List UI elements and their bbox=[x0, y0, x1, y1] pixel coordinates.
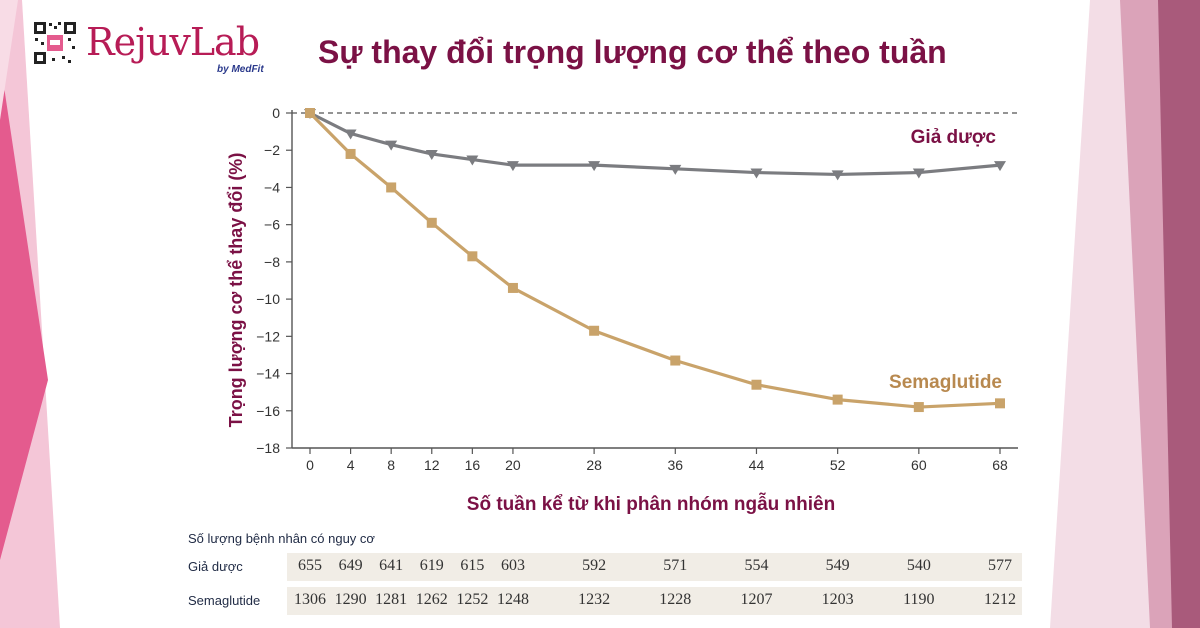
placebo-point bbox=[588, 161, 601, 172]
x-tick-label: 12 bbox=[424, 457, 440, 473]
semaglutide-point bbox=[426, 217, 437, 228]
brand-name: RejuvLab bbox=[86, 20, 260, 64]
risk-cell: 1252 bbox=[456, 591, 489, 608]
risk-cell: 1228 bbox=[659, 591, 692, 608]
placebo-point bbox=[669, 164, 682, 175]
y-tick-label: −12 bbox=[256, 328, 280, 344]
x-tick-label: 28 bbox=[586, 457, 602, 473]
x-tick-label: 36 bbox=[668, 457, 684, 473]
x-tick-label: 68 bbox=[992, 457, 1008, 473]
risk-cell: 641 bbox=[379, 557, 404, 574]
risk-cell: 1306 bbox=[294, 591, 326, 608]
semaglutide-point bbox=[345, 148, 356, 159]
risk-cell: 1290 bbox=[334, 591, 367, 608]
risk-cell: 571 bbox=[663, 557, 688, 574]
risk-cell: 554 bbox=[744, 557, 769, 574]
qr-code-icon bbox=[32, 20, 78, 66]
risk-cell: 619 bbox=[419, 557, 444, 574]
semaglutide-point bbox=[832, 394, 843, 405]
x-tick-label: 20 bbox=[505, 457, 521, 473]
risk-row-label: Semaglutide bbox=[188, 593, 261, 608]
risk-cell: 540 bbox=[906, 557, 931, 574]
series-label-0: Giả dược bbox=[911, 127, 997, 148]
y-tick-label: −4 bbox=[264, 179, 280, 195]
risk-cell: 649 bbox=[338, 557, 363, 574]
y-tick-label: −10 bbox=[256, 291, 280, 307]
placebo-point bbox=[750, 168, 763, 179]
risk-table-title: Số lượng bệnh nhân có nguy cơ bbox=[188, 531, 375, 546]
brand-byline: by MedFit bbox=[217, 64, 264, 75]
placebo-point bbox=[385, 140, 398, 151]
semaglutide-point bbox=[751, 379, 762, 390]
y-tick-label: −6 bbox=[264, 217, 280, 233]
x-tick-label: 8 bbox=[387, 457, 395, 473]
y-tick-label: 0 bbox=[272, 105, 280, 121]
placebo-point bbox=[466, 155, 479, 166]
x-axis-label: Số tuần kể từ khi phân nhóm ngẫu nhiên bbox=[467, 493, 835, 515]
placebo-point bbox=[425, 149, 438, 160]
semaglutide-point bbox=[305, 108, 315, 118]
y-tick-label: −2 bbox=[264, 142, 280, 158]
semaglutide-point bbox=[589, 325, 600, 336]
left-light-triangle bbox=[0, 0, 18, 120]
placebo-point bbox=[831, 170, 844, 181]
x-tick-label: 52 bbox=[830, 457, 846, 473]
risk-cell: 1281 bbox=[375, 591, 408, 608]
risk-cell: 592 bbox=[582, 557, 607, 574]
page-title: Sự thay đổi trọng lượng cơ thể theo tuần bbox=[318, 34, 947, 70]
risk-cell: 1248 bbox=[496, 591, 529, 608]
semaglutide-point bbox=[386, 182, 397, 193]
x-tick-label: 60 bbox=[911, 457, 927, 473]
semaglutide-point bbox=[507, 282, 518, 293]
x-tick-label: 16 bbox=[465, 457, 481, 473]
semaglutide-point bbox=[670, 355, 681, 366]
risk-cell: 1262 bbox=[415, 591, 448, 608]
risk-cell: 1232 bbox=[578, 591, 611, 608]
placebo-point bbox=[994, 161, 1006, 172]
left-dark-triangle bbox=[0, 60, 48, 560]
risk-cell: 1203 bbox=[821, 591, 854, 608]
x-tick-label: 4 bbox=[347, 457, 355, 473]
risk-row-band bbox=[287, 553, 1022, 581]
y-axis-label: Trọng lượng cơ thể thay đổi (%) bbox=[226, 153, 246, 428]
risk-cell: 1190 bbox=[903, 591, 935, 608]
placebo-point bbox=[506, 161, 519, 172]
risk-cell: 577 bbox=[988, 557, 1012, 574]
series-line-0 bbox=[309, 111, 1001, 177]
semaglutide-point bbox=[995, 398, 1005, 409]
y-tick-label: −18 bbox=[256, 440, 280, 456]
x-tick-label: 0 bbox=[306, 457, 314, 473]
risk-row-label: Giả dược bbox=[188, 559, 243, 574]
risk-cell: 1212 bbox=[984, 591, 1016, 608]
right-dark-band bbox=[1158, 0, 1200, 628]
risk-cell: 603 bbox=[500, 557, 525, 574]
y-tick-label: −14 bbox=[256, 366, 280, 382]
semaglutide-point bbox=[913, 402, 924, 413]
placebo-point bbox=[912, 168, 925, 179]
risk-cell: 549 bbox=[825, 557, 850, 574]
risk-cell: 1207 bbox=[740, 591, 773, 608]
semaglutide-point bbox=[467, 251, 478, 262]
series-label-1: Semaglutide bbox=[889, 372, 1002, 393]
y-tick-label: −16 bbox=[256, 403, 280, 419]
placebo-point bbox=[344, 129, 357, 140]
series-line-1 bbox=[308, 111, 1001, 409]
risk-row-band bbox=[287, 587, 1022, 615]
risk-cell: 615 bbox=[460, 557, 485, 574]
y-tick-label: −8 bbox=[264, 254, 280, 270]
brand-logo: RejuvLab by MedFit bbox=[32, 18, 282, 80]
risk-cell: 655 bbox=[298, 557, 322, 574]
x-tick-label: 44 bbox=[749, 457, 765, 473]
